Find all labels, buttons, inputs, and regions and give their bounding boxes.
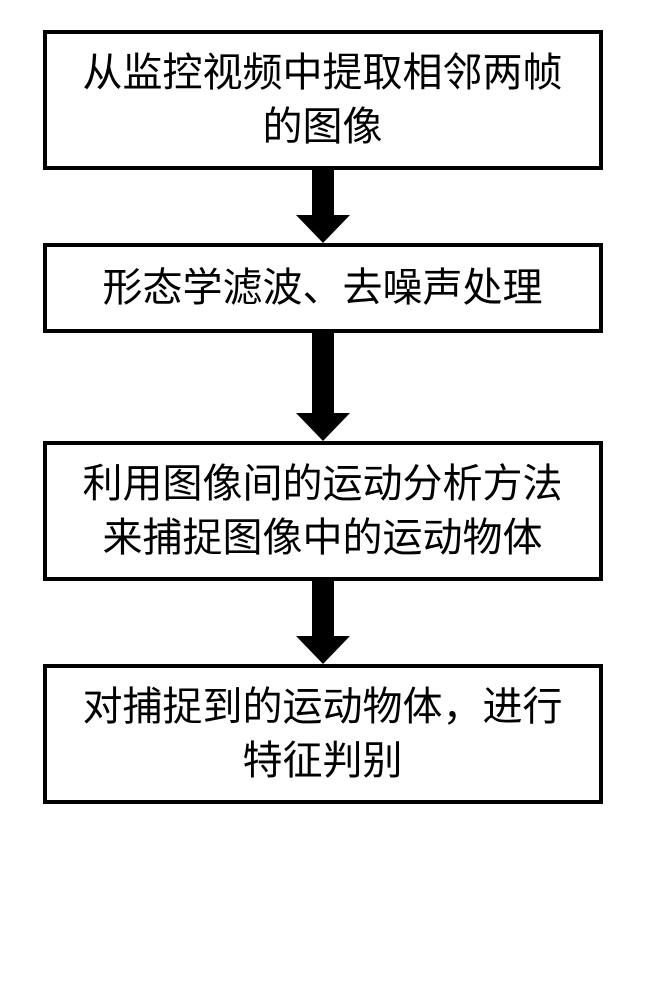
flow-node-3: 利用图像间的运动分析方法来捕捉图像中的运动物体 [43,441,603,581]
flow-node-2: 形态学滤波、去噪声处理 [43,243,603,333]
flow-node-4: 对捕捉到的运动物体，进行特征判别 [43,664,603,804]
arrow-head-icon [296,636,350,664]
flow-node-2-text: 形态学滤波、去噪声处理 [103,261,543,315]
flow-node-3-text: 利用图像间的运动分析方法来捕捉图像中的运动物体 [65,457,581,565]
flow-arrow-3 [296,581,350,664]
arrow-head-icon [296,413,350,441]
flow-node-1-text: 从监控视频中提取相邻两帧的图像 [65,46,581,154]
arrow-shaft [312,170,334,215]
arrow-shaft [312,333,334,413]
flow-arrow-2 [296,333,350,441]
arrow-head-icon [296,215,350,243]
flow-node-1: 从监控视频中提取相邻两帧的图像 [43,30,603,170]
arrow-shaft [312,581,334,636]
flow-arrow-1 [296,170,350,243]
flow-node-4-text: 对捕捉到的运动物体，进行特征判别 [65,680,581,788]
